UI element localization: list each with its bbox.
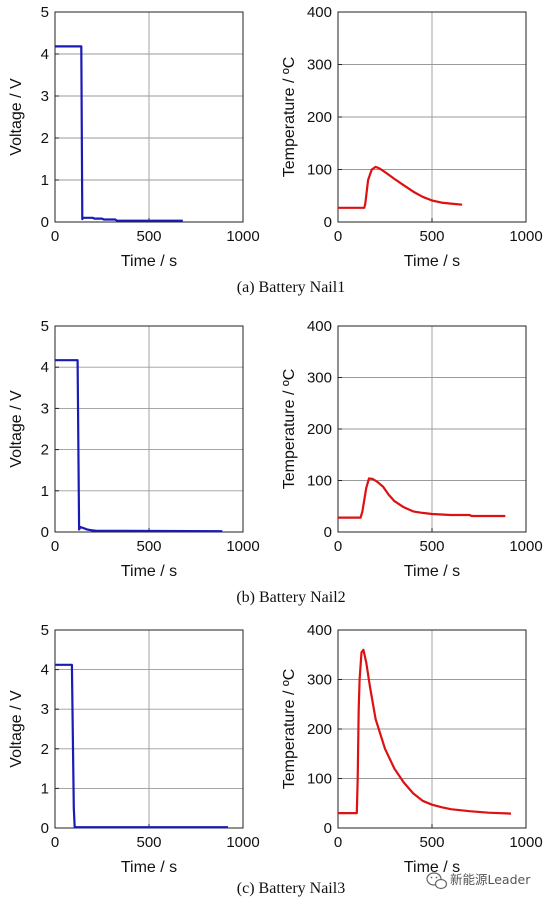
- y-tick-label: 5: [41, 318, 49, 335]
- y-tick-label: 200: [307, 721, 332, 738]
- panel-c-temperature: 0 500 1000 0 100 200 300 400 Time / s Temperature…: [281, 622, 543, 876]
- x-tick-label: 500: [136, 834, 161, 851]
- x-axis-label: Time / s: [121, 859, 177, 876]
- x-tick-label: 1000: [509, 228, 542, 245]
- series-line: [55, 45, 183, 222]
- y-tick-label: 400: [307, 4, 332, 21]
- caption-a: (a) Battery Nail1: [237, 279, 345, 296]
- wechat-icon: [426, 872, 448, 890]
- series-line: [55, 663, 228, 829]
- y-tick-label: 100: [307, 162, 332, 179]
- y-axis-label: Temperature / ºC: [281, 369, 298, 490]
- x-tick-label: 0: [334, 834, 342, 851]
- series-line: [338, 477, 506, 519]
- y-tick-label: 0: [41, 214, 49, 231]
- y-tick-label: 200: [307, 421, 332, 438]
- y-tick-label: 400: [307, 622, 332, 639]
- x-tick-label: 1000: [509, 834, 542, 851]
- y-axis-label: Voltage / V: [8, 78, 25, 156]
- watermark-text: 新能源Leader: [450, 872, 531, 887]
- x-axis-label: Time / s: [121, 563, 177, 580]
- x-tick-label: 0: [51, 228, 59, 245]
- panel-b-voltage: 0 500 1000 0 1 2 3 4 5 Time / s Voltage / V: [8, 318, 260, 580]
- y-tick-label: 3: [41, 88, 49, 105]
- x-tick-label: 0: [51, 538, 59, 555]
- y-tick-label: 0: [41, 524, 49, 541]
- caption-c: (c) Battery Nail3: [237, 880, 345, 897]
- y-tick-label: 100: [307, 473, 332, 490]
- x-tick-label: 1000: [509, 538, 542, 555]
- y-tick-label: 2: [41, 442, 49, 459]
- x-tick-label: 500: [136, 538, 161, 555]
- x-tick-label: 500: [419, 834, 444, 851]
- y-tick-label: 0: [324, 524, 332, 541]
- panel-b-temperature: 0 500 1000 0 100 200 300 400 Time / s Temperature…: [281, 318, 543, 580]
- x-tick-label: 500: [419, 228, 444, 245]
- y-axis-label: Voltage / V: [8, 390, 25, 468]
- y-tick-label: 1: [41, 780, 49, 797]
- y-tick-label: 0: [41, 820, 49, 837]
- x-axis-label: Time / s: [404, 563, 460, 580]
- y-axis-label: Voltage / V: [8, 690, 25, 768]
- series-line: [55, 359, 223, 533]
- y-axis-label: Temperature / ºC: [281, 57, 298, 178]
- x-tick-label: 1000: [226, 834, 259, 851]
- y-tick-label: 100: [307, 771, 332, 788]
- x-tick-label: 500: [136, 228, 161, 245]
- y-tick-label: 3: [41, 701, 49, 718]
- y-tick-label: 200: [307, 109, 332, 126]
- y-tick-label: 0: [324, 820, 332, 837]
- x-tick-label: 0: [334, 538, 342, 555]
- y-axis-label: Temperature / ºC: [281, 669, 298, 790]
- y-tick-label: 4: [41, 46, 49, 63]
- y-tick-label: 300: [307, 57, 332, 74]
- x-axis-label: Time / s: [404, 859, 460, 876]
- y-tick-label: 5: [41, 622, 49, 639]
- y-tick-label: 2: [41, 741, 49, 758]
- x-tick-label: 1000: [226, 228, 259, 245]
- y-tick-label: 2: [41, 130, 49, 147]
- y-tick-label: 300: [307, 370, 332, 387]
- panel-c-voltage: 0 500 1000 0 1 2 3 4 5 Time / s Voltage / V: [8, 622, 260, 876]
- x-tick-label: 0: [334, 228, 342, 245]
- x-tick-label: 1000: [226, 538, 259, 555]
- x-axis-label: Time / s: [121, 253, 177, 270]
- series-line: [338, 165, 463, 209]
- x-tick-label: 500: [419, 538, 444, 555]
- y-tick-label: 4: [41, 662, 49, 679]
- panel-a-temperature: 0 500 1000 0 100 200 300 400 Time / s Temperature…: [281, 4, 543, 270]
- y-tick-label: 400: [307, 318, 332, 335]
- y-tick-label: 3: [41, 400, 49, 417]
- y-tick-label: 1: [41, 172, 49, 189]
- y-tick-label: 4: [41, 359, 49, 376]
- watermark: 新能源Leader: [426, 872, 531, 890]
- y-tick-label: 300: [307, 672, 332, 689]
- series-line: [338, 648, 512, 815]
- y-tick-label: 5: [41, 4, 49, 21]
- caption-b: (b) Battery Nail2: [236, 589, 345, 606]
- y-tick-label: 0: [324, 214, 332, 231]
- y-tick-label: 1: [41, 483, 49, 500]
- x-axis-label: Time / s: [404, 253, 460, 270]
- panel-a-voltage: 0 500 1000 0 1 2 3 4 5 Time / s Voltage / V: [8, 4, 260, 270]
- x-tick-label: 0: [51, 834, 59, 851]
